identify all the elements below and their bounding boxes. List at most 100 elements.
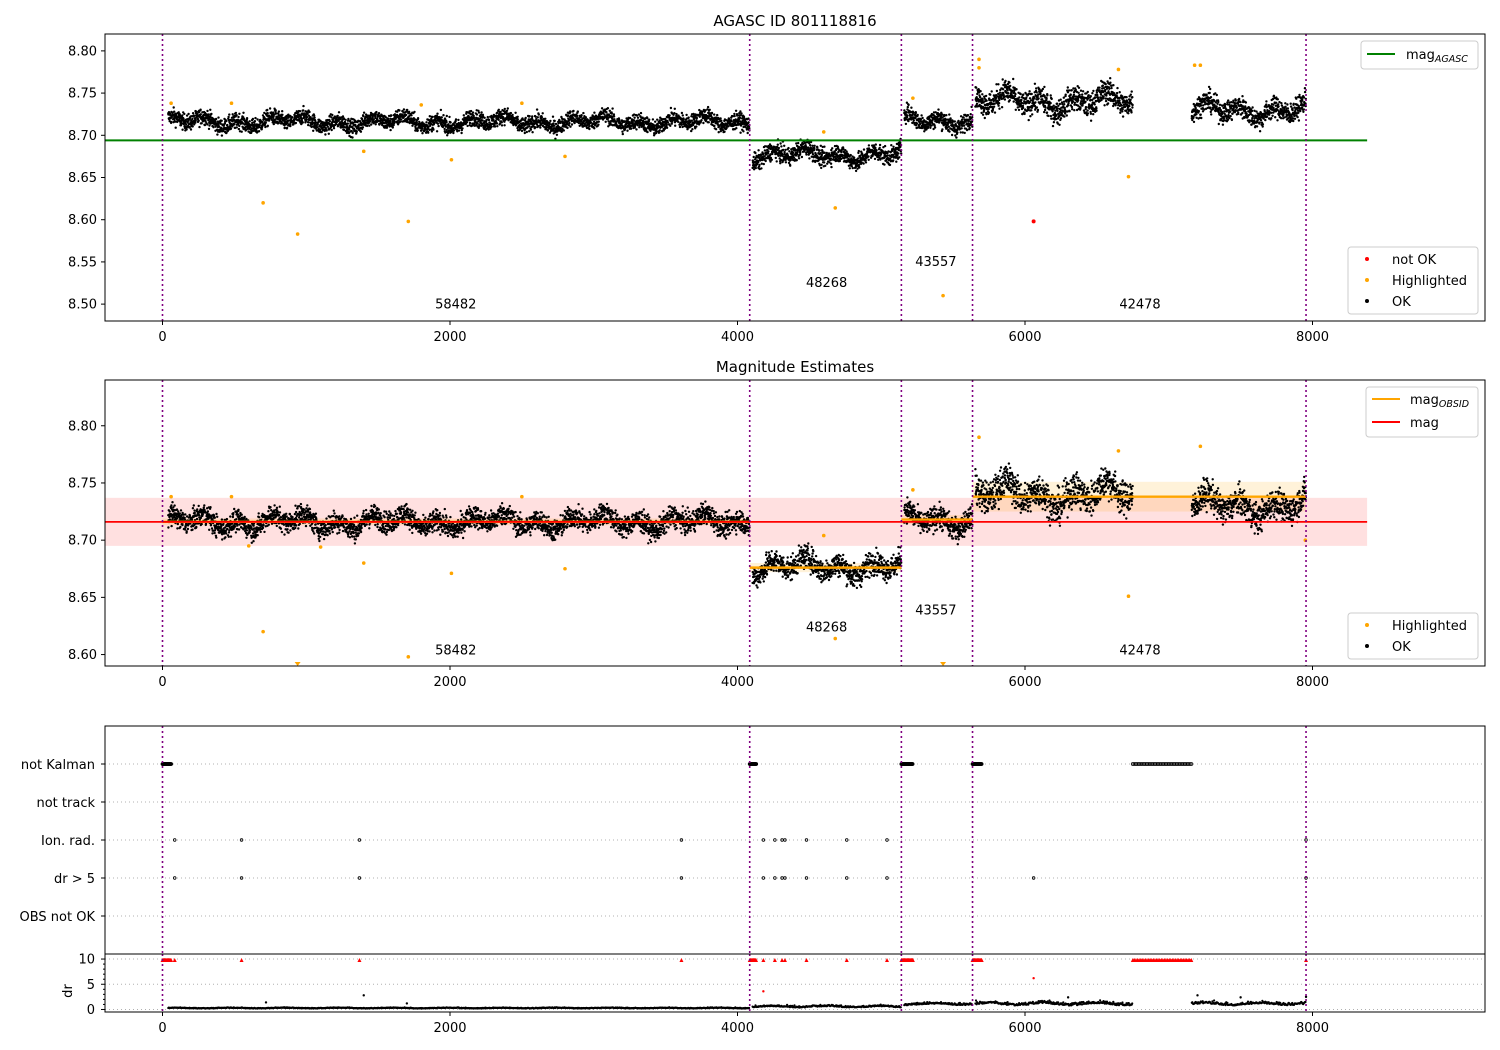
ok-point (227, 115, 230, 119)
ok-point (784, 161, 788, 164)
ok-point (818, 149, 821, 152)
ok-point (528, 125, 531, 128)
ok-point (597, 123, 600, 126)
ok-point (904, 122, 908, 126)
ok-point (864, 159, 867, 162)
ok-point (416, 117, 420, 120)
ok-point (681, 114, 684, 117)
ok-point (998, 107, 1001, 110)
ok-point (665, 126, 669, 129)
ok-point (181, 114, 184, 117)
ok-point (673, 112, 676, 115)
ok-point (733, 112, 736, 116)
ok-point (492, 118, 495, 121)
ok-point (267, 119, 271, 122)
ok-point (948, 113, 951, 116)
ok-point (242, 117, 246, 121)
ok-point (919, 122, 922, 126)
ok-point (584, 116, 588, 119)
ok-point (1035, 87, 1038, 90)
ok-point (945, 114, 948, 117)
ok-point (1079, 89, 1083, 92)
ok-point (874, 146, 877, 150)
ok-point (829, 157, 833, 160)
ok-point (214, 117, 218, 121)
ok-point (237, 127, 241, 131)
ok-point (1051, 124, 1055, 128)
ok-point (499, 110, 502, 114)
ok-point (912, 111, 915, 114)
ok-point (443, 127, 446, 131)
ok-point (719, 117, 722, 120)
ok-point (402, 108, 406, 111)
ok-point (739, 131, 742, 134)
ok-point (1079, 106, 1082, 110)
ok-point (862, 162, 865, 165)
ok-point (783, 144, 786, 147)
ok-point (1077, 99, 1080, 102)
ok-point (673, 107, 676, 111)
ok-point (738, 116, 742, 120)
ok-point (905, 111, 908, 114)
ok-point (762, 162, 765, 166)
ok-point (448, 115, 451, 119)
ok-point (1089, 119, 1093, 122)
ok-point (173, 110, 176, 113)
ok-point (1095, 91, 1099, 94)
ok-point (287, 119, 291, 122)
ok-point (359, 130, 363, 133)
ok-point (534, 115, 537, 119)
ok-point (636, 116, 640, 119)
ok-point (187, 112, 190, 116)
ok-point (1087, 94, 1090, 97)
ok-point (665, 123, 668, 127)
ok-point (500, 121, 503, 124)
ok-point (511, 113, 514, 117)
ok-point (272, 115, 275, 118)
ok-point (791, 151, 795, 154)
ok-point (516, 118, 519, 121)
ok-point (477, 111, 481, 114)
ok-point (691, 128, 694, 131)
ok-point (848, 167, 851, 170)
ok-point (576, 110, 579, 113)
ok-point (962, 116, 965, 119)
ok-point (975, 102, 979, 106)
ok-point (436, 112, 439, 115)
ok-point (1033, 96, 1036, 100)
ok-point (635, 128, 638, 131)
ok-point (956, 131, 959, 134)
ok-point (648, 118, 651, 121)
ok-point (1069, 93, 1072, 97)
ok-point (995, 89, 999, 93)
ok-point (407, 110, 411, 114)
ok-point (550, 126, 553, 130)
ok-point (1015, 88, 1018, 91)
ok-point (886, 154, 889, 157)
ok-point (740, 112, 743, 115)
ok-point (1104, 82, 1107, 86)
ok-point (608, 109, 611, 113)
ok-point (797, 141, 800, 145)
ok-point (525, 130, 528, 134)
ok-point (341, 115, 345, 118)
ok-point (294, 111, 297, 115)
ok-point (879, 153, 883, 156)
ok-point (1014, 108, 1017, 112)
ok-point (300, 117, 303, 120)
ok-point (1008, 99, 1011, 102)
ok-point (1044, 106, 1047, 109)
ok-point (1106, 102, 1110, 105)
ok-point (990, 90, 993, 93)
ok-point (1086, 109, 1089, 112)
ok-point (1006, 89, 1009, 92)
ok-point (993, 111, 997, 114)
ok-point (788, 150, 791, 153)
ok-point (281, 110, 284, 113)
ok-point (576, 114, 579, 118)
ok-point (1049, 101, 1052, 105)
ok-point (330, 116, 333, 119)
ok-point (735, 127, 738, 130)
ok-point (997, 104, 1000, 107)
